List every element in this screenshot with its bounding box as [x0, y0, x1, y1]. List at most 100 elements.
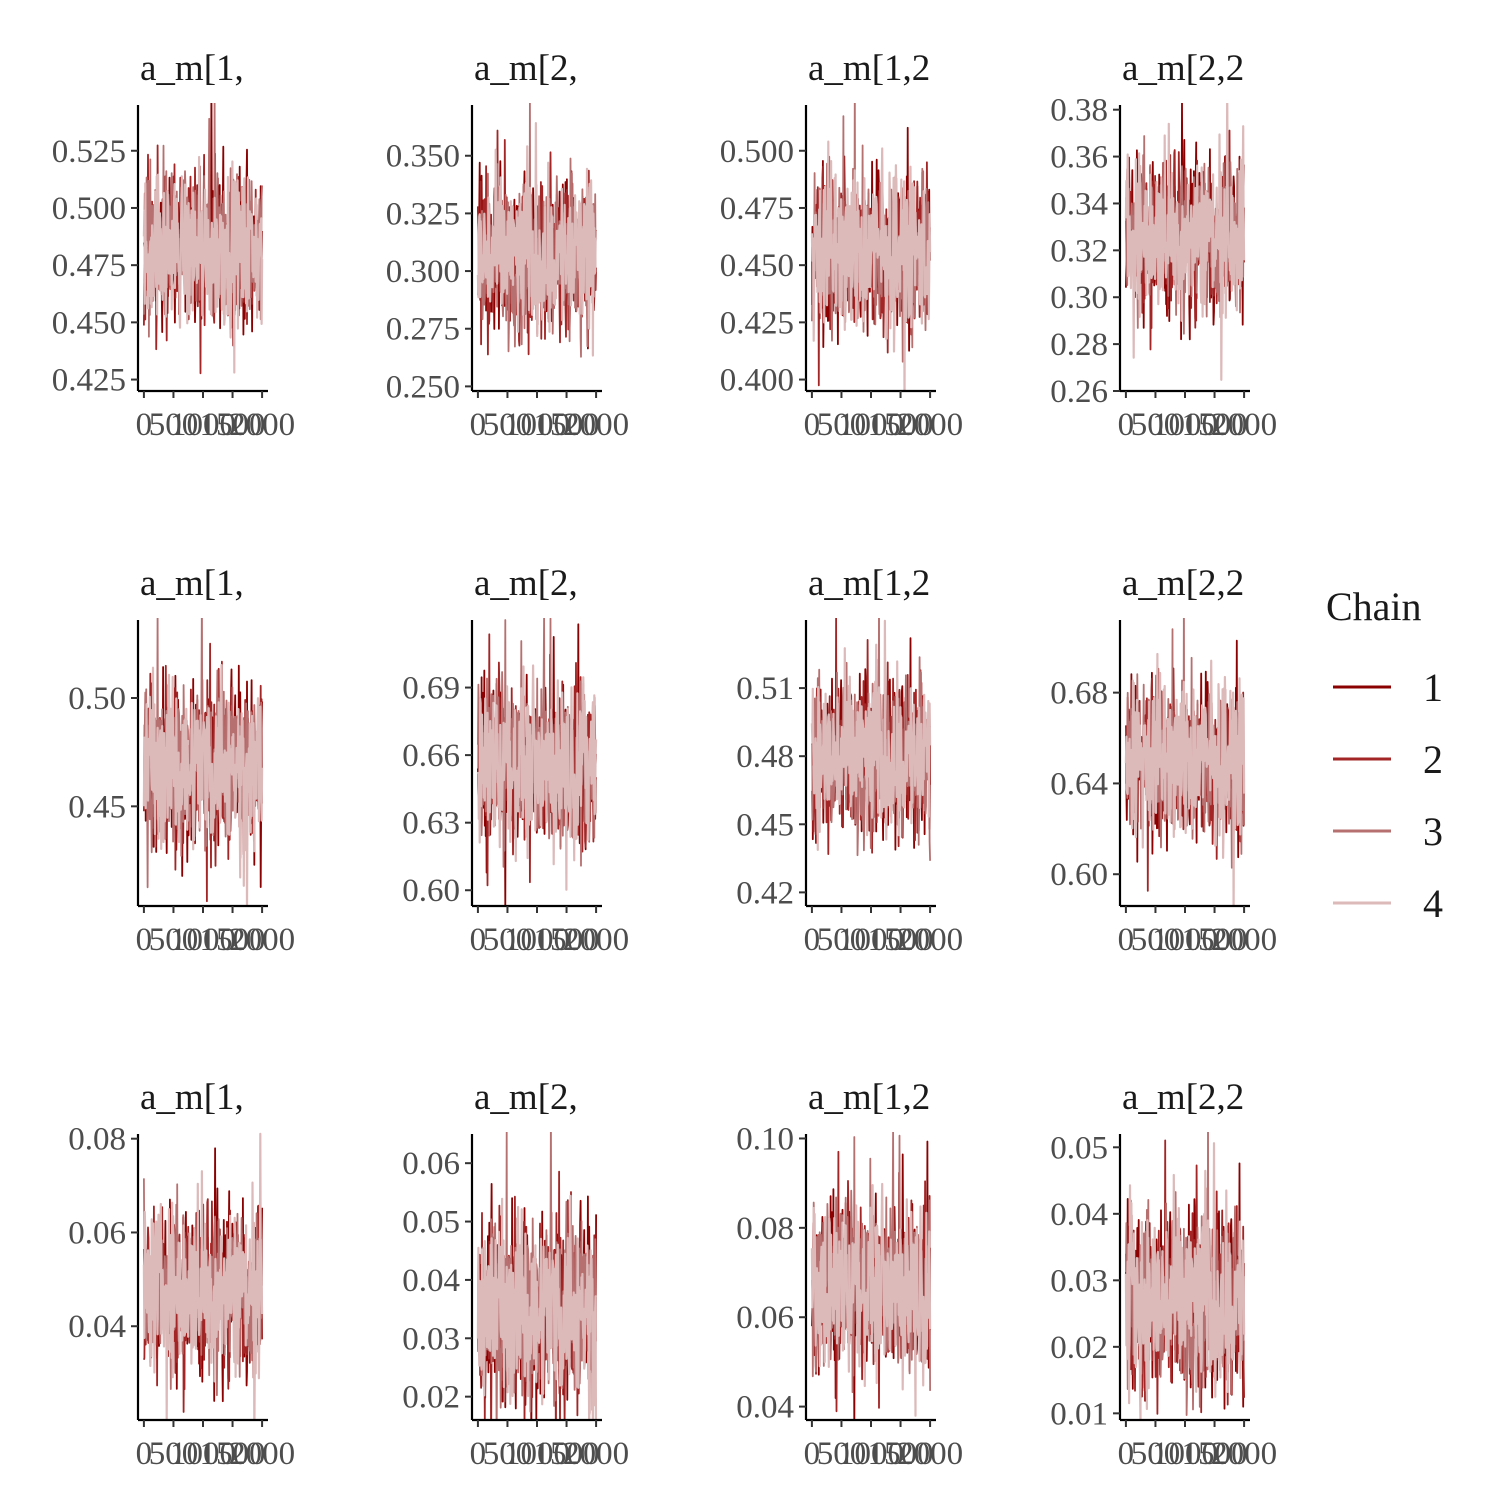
y-tick-label: 0.325 [386, 196, 460, 232]
y-tick-label: 0.45 [68, 789, 126, 825]
trace-chain-4 [1124, 103, 1246, 381]
y-tick-label: 0.45 [736, 807, 794, 843]
x-tick-label: 1500 [200, 407, 266, 443]
panel-title: a_m[2,2 [1122, 1077, 1244, 1118]
y-tick-label: 0.02 [1050, 1330, 1108, 1366]
x-tick-label: 0 [804, 1436, 821, 1472]
y-tick-label: 0.48 [736, 739, 794, 775]
x-tick-label: 2000 [1211, 407, 1277, 443]
trace-lines [1124, 103, 1246, 381]
x-tick-label: 500 [149, 1436, 199, 1472]
y-tick-label: 0.36 [1050, 140, 1108, 176]
legend-label-chain-4: 4 [1423, 881, 1443, 926]
trace-chain-4 [142, 1132, 264, 1420]
x-tick-label: 1000 [1152, 1436, 1218, 1472]
y-tick-label: 0.69 [402, 671, 460, 707]
x-tick-label: 1500 [868, 922, 934, 958]
trace-chain-4 [476, 1194, 598, 1420]
trace-chain-4 [142, 155, 264, 374]
y-tick-label: 0.42 [736, 875, 794, 911]
x-tick-label: 0 [1118, 922, 1135, 958]
x-tick-label: 1000 [170, 1436, 236, 1472]
y-tick-label: 0.60 [402, 873, 460, 909]
y-tick-label: 0.51 [736, 671, 794, 707]
y-tick-label: 0.04 [1050, 1197, 1108, 1233]
y-tick-label: 0.32 [1050, 233, 1108, 269]
x-tick-label: 0 [804, 922, 821, 958]
y-tick-label: 0.60 [1050, 857, 1108, 893]
y-tick-label: 0.425 [52, 363, 126, 399]
x-tick-label: 2000 [897, 1436, 963, 1472]
y-tick-label: 0.475 [720, 191, 794, 227]
x-tick-label: 500 [817, 1436, 867, 1472]
y-tick-label: 0.64 [1050, 766, 1108, 802]
y-tick-label: 0.08 [68, 1122, 126, 1158]
y-tick-label: 0.525 [52, 134, 126, 170]
y-tick-label: 0.28 [1050, 327, 1108, 363]
x-tick-label: 500 [483, 407, 533, 443]
trace-lines [142, 618, 264, 906]
legend-label-chain-1: 1 [1423, 665, 1443, 710]
x-tick-label: 1000 [170, 407, 236, 443]
x-tick-label: 500 [483, 1436, 533, 1472]
x-tick-label: 2000 [563, 407, 629, 443]
x-tick-label: 1500 [534, 407, 600, 443]
trace-chain-4 [810, 140, 932, 391]
y-tick-label: 0.01 [1050, 1396, 1108, 1432]
x-tick-label: 1500 [200, 922, 266, 958]
y-tick-label: 0.08 [736, 1211, 794, 1247]
y-tick-label: 0.38 [1050, 93, 1108, 129]
y-tick-label: 0.30 [1050, 280, 1108, 316]
x-tick-label: 2000 [563, 1436, 629, 1472]
x-tick-label: 1000 [1152, 922, 1218, 958]
y-tick-label: 0.450 [52, 305, 126, 341]
y-tick-label: 0.03 [402, 1321, 460, 1357]
x-tick-label: 0 [470, 1436, 487, 1472]
trace-lines [476, 103, 598, 358]
x-tick-label: 0 [1118, 1436, 1135, 1472]
x-tick-label: 500 [149, 407, 199, 443]
x-tick-label: 500 [1131, 922, 1181, 958]
y-tick-label: 0.05 [1050, 1130, 1108, 1166]
trace-chain-4 [476, 121, 598, 357]
y-tick-label: 0.425 [720, 305, 794, 341]
x-tick-label: 500 [149, 922, 199, 958]
x-tick-label: 2000 [229, 1436, 295, 1472]
y-tick-label: 0.06 [68, 1215, 126, 1251]
x-tick-label: 500 [817, 922, 867, 958]
y-tick-label: 0.500 [720, 134, 794, 170]
x-tick-label: 0 [470, 922, 487, 958]
trace-chain-4 [1124, 1142, 1246, 1420]
panel-title: a_m[2,2 [1122, 48, 1244, 89]
panel-title: a_m[1,2 [808, 1077, 930, 1118]
x-tick-label: 0 [136, 1436, 153, 1472]
y-tick-label: 0.05 [402, 1205, 460, 1241]
trace-lines [810, 103, 932, 391]
x-tick-label: 2000 [229, 407, 295, 443]
x-tick-label: 1500 [1182, 407, 1248, 443]
x-tick-label: 0 [136, 407, 153, 443]
x-tick-label: 2000 [563, 922, 629, 958]
x-tick-label: 1500 [1182, 922, 1248, 958]
legend-label-chain-3: 3 [1423, 809, 1443, 854]
y-tick-label: 0.450 [720, 248, 794, 284]
x-tick-label: 1000 [170, 922, 236, 958]
x-tick-label: 2000 [897, 922, 963, 958]
trace-lines [1124, 1132, 1246, 1420]
x-tick-label: 1500 [534, 1436, 600, 1472]
panel-3: 0.400 0.425 0.450 0.475 0.500 050010001500200… [720, 48, 963, 443]
x-tick-label: 2000 [897, 407, 963, 443]
y-tick-label: 0.04 [68, 1309, 126, 1345]
panel-title: a_m[2, [474, 48, 578, 89]
x-tick-label: 500 [817, 407, 867, 443]
panel-title: a_m[1, [140, 48, 244, 89]
panel-title: a_m[1,2 [808, 48, 930, 89]
panel-title: a_m[2, [474, 1077, 578, 1118]
